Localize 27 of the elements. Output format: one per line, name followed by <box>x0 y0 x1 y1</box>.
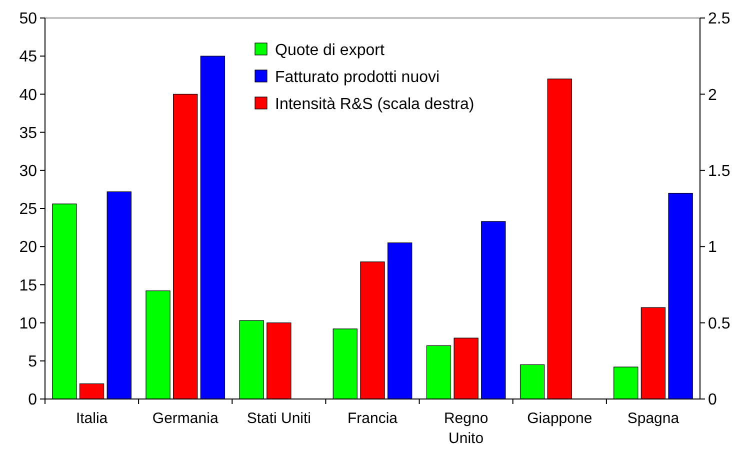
y-tick-label: 5 <box>28 354 38 370</box>
x-tick-label: Giappone <box>527 410 592 427</box>
y-tick-label: 20 <box>19 239 38 256</box>
y-tick-label: 35 <box>19 124 38 142</box>
x-tick-label: Francia <box>347 410 398 427</box>
y-tick-label: 25 <box>19 201 38 218</box>
legend-label: Fatturato prodotti nuovi <box>275 69 440 86</box>
y2-tick-label: 0.5 <box>708 315 730 332</box>
y2-tick-label: 2.5 <box>708 10 730 28</box>
x-tick-label: Spagna <box>627 410 680 427</box>
x-tick-label: Italia <box>76 410 108 427</box>
y2-tick-label: 1 <box>708 239 717 256</box>
y-tick-label: 45 <box>19 48 38 66</box>
legend-label: Intensità R&S (scala destra) <box>275 96 474 113</box>
legend-label: Quote di export <box>275 42 385 59</box>
y2-tick-label: 2 <box>708 86 717 104</box>
y-tick-label: 0 <box>28 392 38 409</box>
y2-tick-label: 0 <box>708 392 717 409</box>
y-tick-label: 10 <box>19 315 38 332</box>
y-tick-label: 30 <box>19 163 38 180</box>
y-tick-label: 15 <box>19 277 38 294</box>
y-tick-label: 40 <box>19 86 38 104</box>
x-tick-label: Stati Uniti <box>246 410 312 427</box>
x-tick-label: Regno Unito <box>444 410 488 447</box>
y2-tick-label: 1.5 <box>708 163 730 180</box>
x-tick-label: Germania <box>152 410 219 427</box>
y-tick-label: 50 <box>19 10 38 28</box>
